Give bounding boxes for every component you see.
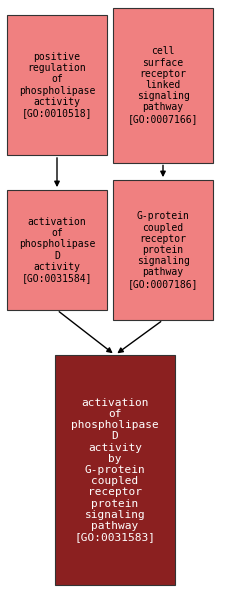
FancyBboxPatch shape <box>7 15 106 155</box>
Text: G-protein
coupled
receptor
protein
signaling
pathway
[GO:0007186]: G-protein coupled receptor protein signa… <box>127 211 197 288</box>
FancyBboxPatch shape <box>55 355 174 585</box>
FancyBboxPatch shape <box>112 180 212 320</box>
Text: positive
regulation
of
phospholipase
activity
[GO:0010518]: positive regulation of phospholipase act… <box>19 52 95 118</box>
Text: cell
surface
receptor
linked
signaling
pathway
[GO:0007166]: cell surface receptor linked signaling p… <box>127 46 197 123</box>
Text: activation
of
phospholipase
D
activity
[GO:0031584]: activation of phospholipase D activity [… <box>19 217 95 283</box>
FancyBboxPatch shape <box>7 190 106 310</box>
FancyBboxPatch shape <box>112 7 212 163</box>
Text: activation
of
phospholipase
D
activity
by
G-protein
coupled
receptor
protein
sig: activation of phospholipase D activity b… <box>71 398 158 542</box>
